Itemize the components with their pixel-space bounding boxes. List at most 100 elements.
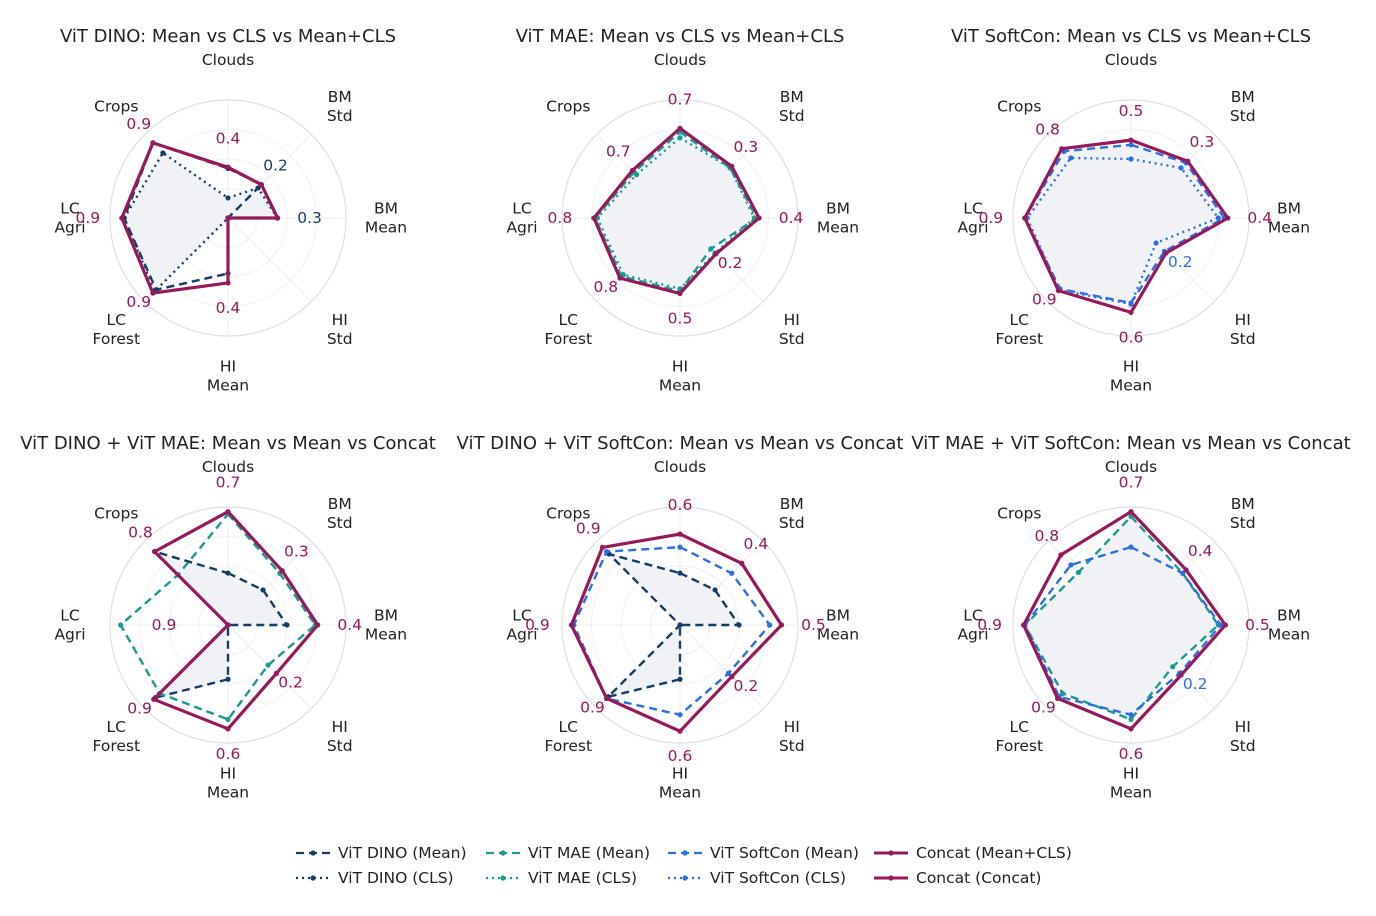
axis-label: HI Std [1230,718,1256,755]
series-point [1222,622,1228,628]
series-point [1128,544,1134,550]
series-point [729,570,735,576]
value-label: 0.9 [127,699,152,717]
series-point [258,182,264,188]
legend-item-concat-concat: Concat (Concat) [874,869,1041,887]
value-label: 0.4 [216,299,241,317]
axis-label: Clouds [654,51,706,69]
series-point [119,215,125,221]
axis-label: Clouds [202,51,254,69]
legend-label: Concat (Mean+CLS) [916,844,1072,862]
series-point [315,622,321,628]
chart-title: ViT MAE + ViT SoftCon: Mean vs Mean vs C… [911,433,1350,454]
series-point [1218,622,1224,628]
series-point [1128,716,1134,723]
series-point [1021,622,1027,628]
legend-marker [500,875,506,881]
value-label: 0.4 [779,209,804,227]
legend-marker [888,875,894,881]
value-label: 0.9 [152,616,177,634]
radar-chart-3: ViT SoftCon: Mean vs CLS vs Mean+CLS Clou… [951,26,1311,395]
value-label: 0.9 [525,616,550,634]
series-point [677,712,683,718]
series-point [756,215,762,221]
series-point [225,280,231,286]
series-polygon-dino-mean [153,550,289,699]
axis-label: Crops [94,97,138,115]
series-point [677,728,683,734]
legend-marker [500,850,506,856]
axis-label: HI Std [1230,311,1256,348]
value-label: 0.9 [126,293,151,311]
axis-label: HI Std [779,718,805,755]
series-point [620,272,626,278]
legend-marker [888,850,894,856]
series-point [634,172,640,178]
value-label: 0.6 [216,745,241,763]
legend-marker [310,875,316,881]
series-point [677,622,683,628]
legend-item-softcon-cls: ViT SoftCon (CLS) [668,869,846,887]
axis-label: LC Forest [995,311,1043,348]
value-label: 0.4 [1247,209,1272,227]
value-label: 0.5 [801,616,826,634]
value-label: 0.6 [668,496,693,514]
axis-label: LC Forest [544,718,592,755]
legend: ViT DINO (Mean) ViT DINO (CLS) ViT MAE (Me… [296,844,1072,887]
axis-label: BM Mean [817,200,859,237]
axis-label: HI Mean [1110,358,1152,395]
value-label: 0.3 [284,543,309,561]
series-point [225,676,231,682]
axis-label: LC Agri [506,607,537,644]
series-point [713,251,719,257]
value-label: 0.4 [216,129,241,147]
axis-label: LC Forest [92,718,140,755]
value-label: 0.8 [1035,121,1060,139]
series-point [1128,509,1134,515]
value-label: 0.2 [263,156,288,174]
series-point [603,695,610,702]
axis-label: BM Std [327,495,353,532]
series-point [677,135,683,141]
series-point [1128,726,1134,732]
series-point [265,662,271,668]
series-point [1128,142,1134,148]
series-point [708,246,714,252]
legend-item-mae-cls: ViT MAE (CLS) [486,869,637,887]
chart-title: ViT DINO: Mean vs CLS vs Mean+CLS [60,26,396,47]
series-point [677,125,683,131]
chart-title: ViT DINO + ViT SoftCon: Mean vs Mean vs … [457,433,904,454]
series-point [225,726,231,732]
radar-chart-1: ViT DINO: Mean vs CLS vs Mean+CLS Clouds B… [54,26,407,395]
axis-label: HI Mean [1110,765,1152,802]
legend-label: Concat (Concat) [916,869,1041,887]
series-point [1128,712,1134,718]
value-label: 0.8 [548,209,573,227]
axis-label: Crops [546,97,590,115]
radar-chart-5: ViT DINO + ViT SoftCon: Mean vs Mean vs … [457,433,904,802]
legend-marker [682,850,688,856]
series-polygon-dino-mean [122,141,263,291]
axis-label: Crops [997,504,1041,522]
axis-label: Crops [997,97,1041,115]
series-point [225,716,231,723]
value-label: 0.9 [977,616,1002,634]
axis-label: Crops [94,504,138,522]
axis-label: BM Std [779,88,805,125]
series-point [629,167,636,174]
value-label: 0.7 [606,142,631,160]
series-point [1055,287,1062,294]
series-point [1180,570,1186,576]
axis-label: BM Std [1230,88,1256,125]
series-point [712,587,718,593]
series-point [729,163,735,169]
series-point [677,531,683,537]
axis-label: Clouds [1105,51,1157,69]
series-point [284,622,290,628]
series-point [118,622,124,628]
value-label: 0.9 [1032,291,1057,309]
series-point [1075,569,1082,576]
series-point [1170,664,1176,670]
series-point [1054,695,1061,702]
